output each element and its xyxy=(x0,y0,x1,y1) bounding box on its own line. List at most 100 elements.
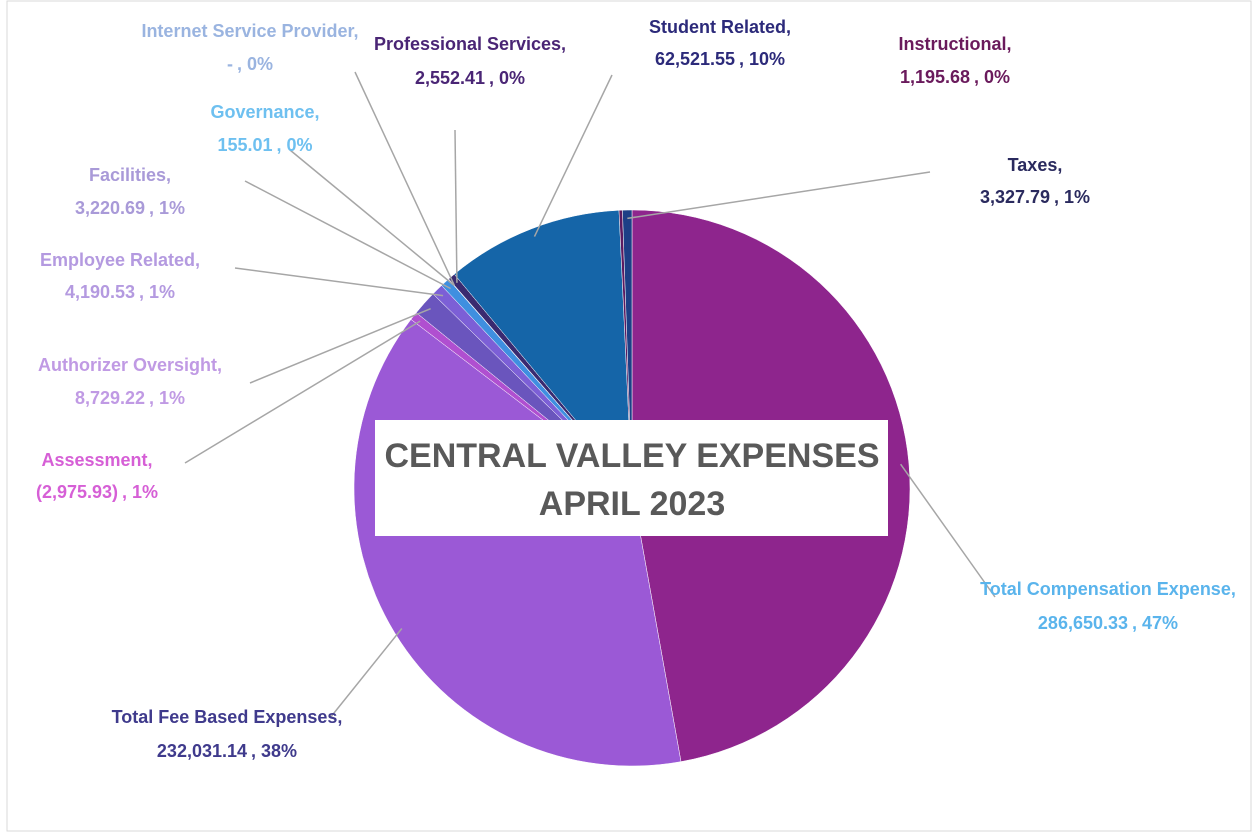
chart-title: CENTRAL VALLEY EXPENSES xyxy=(385,437,880,475)
data-label: Total Compensation Expense, xyxy=(980,579,1236,599)
percent-label: 1% xyxy=(132,482,158,502)
data-label: Internet Service Provider, xyxy=(141,21,358,41)
value-label: 155.01 xyxy=(217,135,272,155)
pie-slice xyxy=(453,210,633,489)
label-separator: , xyxy=(1132,613,1137,633)
category-name: Instructional xyxy=(898,34,1006,54)
data-label: 155.01, 0% xyxy=(217,135,312,155)
label-separator: , xyxy=(1054,187,1059,207)
data-label: -, 0% xyxy=(227,54,273,74)
category-name: Authorizer Oversight xyxy=(38,355,217,375)
label-separator: , xyxy=(1057,155,1062,175)
percent-label: 1% xyxy=(159,388,185,408)
label-separator: , xyxy=(166,165,171,185)
percent-label: 0% xyxy=(984,67,1010,87)
leader-line xyxy=(899,463,996,598)
value-label: 4,190.53 xyxy=(65,282,135,302)
data-label: Employee Related, xyxy=(40,250,200,270)
category-name: Internet Service Provider xyxy=(141,21,354,41)
label-separator: , xyxy=(148,450,153,470)
data-label: Instructional, xyxy=(898,34,1011,54)
percent-label: 10% xyxy=(749,49,785,69)
value-label: (2,975.93) xyxy=(36,482,118,502)
percent-label: 0% xyxy=(287,135,313,155)
data-label: 8,729.22, 1% xyxy=(75,388,185,408)
label-separator: , xyxy=(217,355,222,375)
value-label: 1,195.68 xyxy=(900,67,970,87)
label-separator: , xyxy=(561,34,566,54)
data-label: Assessment, xyxy=(41,450,152,470)
category-name: Taxes xyxy=(1008,155,1058,175)
percent-label: 1% xyxy=(159,198,185,218)
leader-line xyxy=(454,129,458,283)
data-label: Student Related, xyxy=(649,17,791,37)
label-separator: , xyxy=(149,198,154,218)
label-separator: , xyxy=(139,282,144,302)
value-label: 232,031.14 xyxy=(157,741,247,761)
data-label: Professional Services, xyxy=(374,34,566,54)
data-label: 2,552.41, 0% xyxy=(415,68,525,88)
data-label: Authorizer Oversight, xyxy=(38,355,222,375)
category-name: Total Compensation Expense xyxy=(980,579,1231,599)
percent-label: 0% xyxy=(247,54,273,74)
label-separator: , xyxy=(277,135,282,155)
value-label: 2,552.41 xyxy=(415,68,485,88)
label-separator: , xyxy=(354,21,359,41)
label-separator: , xyxy=(122,482,127,502)
value-label: 286,650.33 xyxy=(1038,613,1128,633)
value-label: 8,729.22 xyxy=(75,388,145,408)
percent-label: 38% xyxy=(261,741,297,761)
leader-line xyxy=(329,628,403,719)
data-label: (2,975.93), 1% xyxy=(36,482,158,502)
data-label: 3,327.79, 1% xyxy=(980,187,1090,207)
label-separator: , xyxy=(251,741,256,761)
label-separator: , xyxy=(315,102,320,122)
title-box xyxy=(375,420,888,536)
data-label: Total Fee Based Expenses, xyxy=(112,707,343,727)
data-label: 232,031.14, 38% xyxy=(157,741,297,761)
label-separator: , xyxy=(489,68,494,88)
pie-slice xyxy=(622,209,633,489)
label-separator: , xyxy=(337,707,342,727)
leader-line xyxy=(234,267,444,297)
percent-label: 1% xyxy=(149,282,175,302)
category-name: Total Fee Based Expenses xyxy=(112,707,338,727)
data-label: 4,190.53, 1% xyxy=(65,282,175,302)
data-label: 62,521.55, 10% xyxy=(655,49,785,69)
data-label: Facilities, xyxy=(89,165,171,185)
leader-line xyxy=(354,71,455,286)
percent-label: 1% xyxy=(1064,187,1090,207)
category-name: Professional Services xyxy=(374,34,561,54)
leader-line xyxy=(184,320,421,464)
labels: Total Compensation Expense,286,650.33, 47… xyxy=(36,17,1236,761)
label-separator: , xyxy=(237,54,242,74)
value-label: 62,521.55 xyxy=(655,49,735,69)
percent-label: 47% xyxy=(1142,613,1178,633)
label-separator: , xyxy=(739,49,744,69)
value-label: - xyxy=(227,54,233,74)
percent-label: 0% xyxy=(499,68,525,88)
label-separator: , xyxy=(1231,579,1236,599)
label-separator: , xyxy=(149,388,154,408)
data-label: Governance, xyxy=(210,102,319,122)
leader-line xyxy=(249,307,431,384)
label-separator: , xyxy=(1007,34,1012,54)
chart-subtitle: APRIL 2023 xyxy=(539,485,725,523)
category-name: Employee Related xyxy=(40,250,195,270)
leader-line xyxy=(244,180,451,290)
value-label: 3,220.69 xyxy=(75,198,145,218)
data-label: 286,650.33, 47% xyxy=(1038,613,1178,633)
value-label: 3,327.79 xyxy=(980,187,1050,207)
label-separator: , xyxy=(786,17,791,37)
leader-line xyxy=(533,74,613,237)
category-name: Student Related xyxy=(649,17,786,37)
label-separator: , xyxy=(195,250,200,270)
leader-line xyxy=(627,171,931,220)
label-separator: , xyxy=(974,67,979,87)
leader-line xyxy=(289,149,455,286)
category-name: Facilities xyxy=(89,165,166,185)
category-name: Governance xyxy=(210,102,314,122)
data-label: 3,220.69, 1% xyxy=(75,198,185,218)
data-label: Taxes, xyxy=(1008,155,1063,175)
